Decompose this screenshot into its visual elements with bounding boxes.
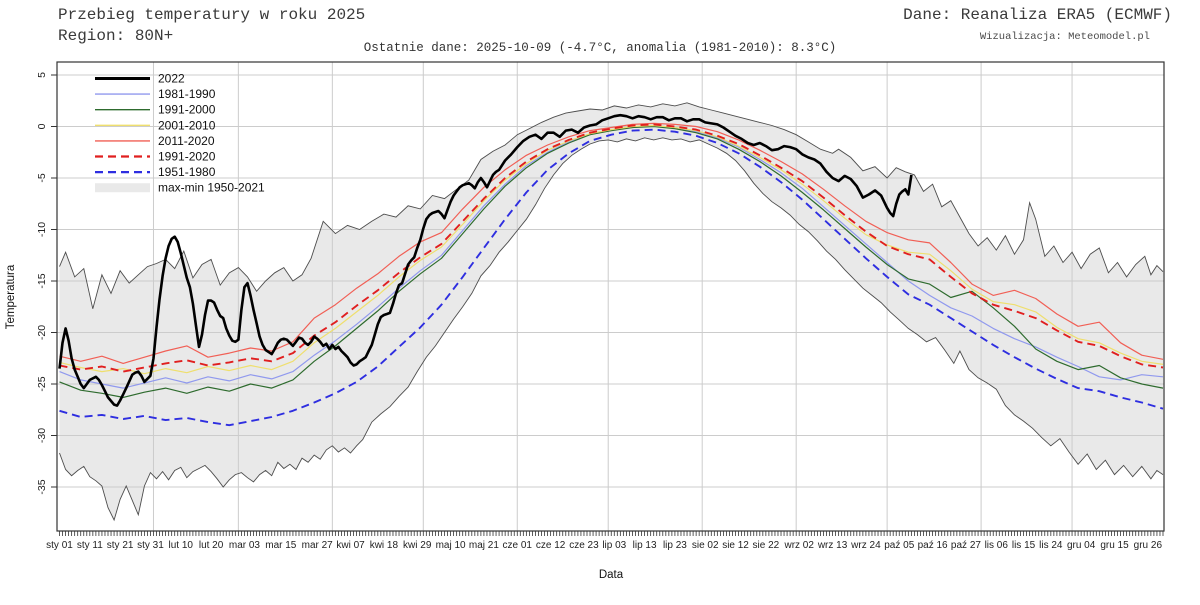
x-tick-label: mar 03 (229, 540, 261, 551)
y-tick-label: -25 (36, 376, 48, 391)
x-tick-label: sty 21 (107, 540, 134, 551)
series-1991-2020-line (59, 123, 1164, 373)
series-1991-2000-line (59, 125, 1164, 398)
y-tick-label: 5 (36, 72, 48, 78)
x-tick-label: lip 03 (602, 540, 626, 551)
x-tick-label: lis 15 (1012, 540, 1036, 551)
legend-label: 2022 (158, 72, 185, 86)
x-tick-label: lip 23 (663, 540, 687, 551)
chart-title: Przebieg temperatury w roku 2025 (58, 6, 366, 24)
x-axis-title: Data (599, 569, 624, 581)
x-tick-label: wrz 02 (783, 540, 814, 551)
y-tick-label: -30 (36, 428, 48, 443)
series-1951-1980-line (59, 128, 1164, 427)
y-tick-label: -5 (36, 173, 48, 182)
legend-label: 1991-2000 (158, 103, 216, 117)
region-label: Region: 80N+ (58, 27, 174, 45)
y-tick-label: -20 (36, 325, 48, 340)
series-2001-2010-line (59, 124, 1164, 375)
x-tick-label: sie 02 (692, 540, 719, 551)
x-tick-label: lut 20 (199, 540, 224, 551)
x-tick-label: paź 05 (884, 540, 914, 551)
x-tick-label: sie 22 (753, 540, 780, 551)
last-data-subtitle: Ostatnie dane: 2025-10-09 (-4.7°C, anoma… (363, 41, 837, 55)
legend-label: 1991-2020 (158, 150, 216, 164)
series-2022-line (58, 113, 913, 407)
x-tick-label: wrz 24 (850, 540, 881, 551)
data-source-label: Dane: Reanaliza ERA5 (ECMWF) (903, 6, 1172, 24)
x-tick-label: gru 15 (1100, 540, 1129, 551)
x-tick-label: sty 01 (46, 540, 73, 551)
y-tick-label: 0 (36, 123, 48, 129)
band-max-line (59, 102, 1164, 309)
series-2011-2020-line (59, 122, 1164, 364)
x-tick-label: lip 13 (633, 540, 657, 551)
x-tick-label: mar 15 (265, 540, 297, 551)
x-tick-label: gru 04 (1067, 540, 1096, 551)
x-tick-label: maj 21 (469, 540, 499, 551)
plot-border (56, 61, 1165, 532)
x-tick-label: sty 11 (77, 540, 103, 551)
legend-label: 2001-2010 (158, 118, 216, 132)
x-tick-label: kwi 18 (370, 540, 399, 551)
x-tick-label: kwi 29 (403, 540, 432, 551)
x-tick-label: paź 27 (951, 540, 981, 551)
x-tick-label: sty 31 (137, 540, 164, 551)
x-tick-label: lis 06 (985, 540, 1009, 551)
x-tick-label: cze 23 (569, 540, 599, 551)
legend-label: max-min 1950-2021 (158, 181, 265, 195)
x-tick-label: cze 01 (503, 540, 533, 551)
band-min-line (59, 137, 1164, 522)
x-tick-label: kwi 07 (336, 540, 365, 551)
legend-label: 1981-1990 (158, 87, 216, 101)
y-tick-label: -15 (36, 273, 48, 288)
x-tick-label: wrz 13 (817, 540, 848, 551)
x-tick-label: paź 16 (918, 540, 948, 551)
x-tick-label: cze 12 (536, 540, 566, 551)
x-tick-label: gru 26 (1134, 540, 1163, 551)
legend-label: 2011-2020 (158, 134, 215, 148)
x-tick-label: sie 12 (722, 540, 749, 551)
y-tick-label: -10 (36, 222, 48, 237)
x-tick-label: mar 27 (302, 540, 334, 551)
legend-label: 1951-1980 (158, 165, 216, 179)
x-tick-label: maj 10 (436, 540, 466, 551)
legend-band-swatch (95, 183, 150, 193)
y-tick-label: -35 (36, 479, 48, 494)
x-tick-label: lis 24 (1039, 540, 1063, 551)
y-axis-title: Temperatura (5, 264, 17, 329)
visualization-credit: Wizualizacja: Meteomodel.pl (979, 31, 1150, 43)
x-tick-label: lut 10 (169, 540, 194, 551)
